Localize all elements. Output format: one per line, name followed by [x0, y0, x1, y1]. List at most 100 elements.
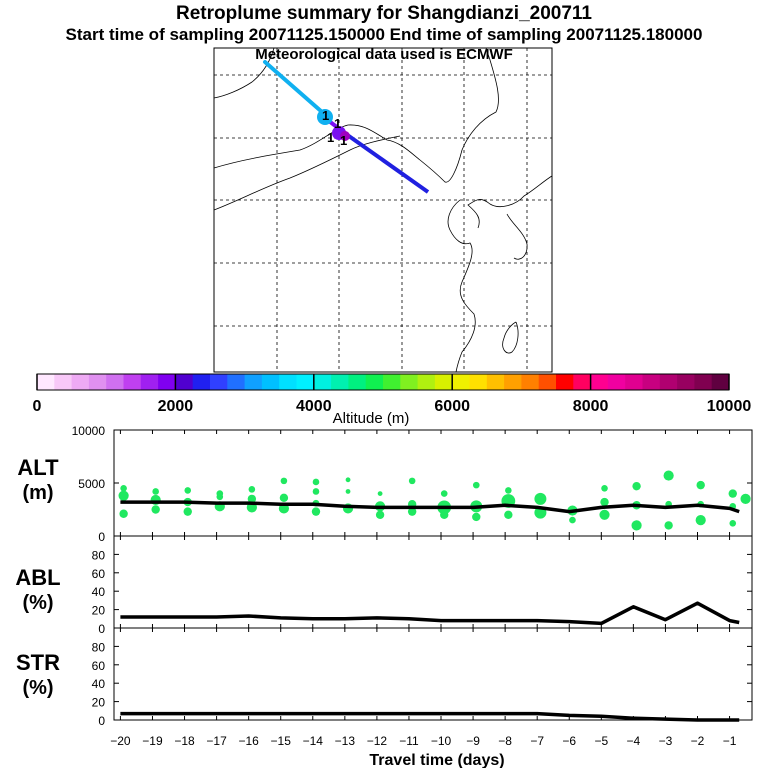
colorbar-swatch [417, 374, 436, 390]
colorbar-swatch [642, 374, 661, 390]
x-tick-label: −9 [466, 734, 480, 748]
altitude-spread-point [728, 489, 737, 498]
map-panel: 1 1 1 1 [213, 47, 553, 373]
panel-label: ABL [15, 565, 60, 590]
x-tick-label: −18 [174, 734, 195, 748]
colorbar-swatch [486, 374, 505, 390]
altitude-spread-point [152, 488, 159, 495]
plume-path [263, 60, 430, 194]
x-tick-label: −10 [431, 734, 452, 748]
y-tick-label: 40 [92, 585, 106, 599]
colorbar-swatch [279, 374, 297, 390]
colorbar-tick-label: 2000 [158, 398, 194, 415]
altitude-spread-point [569, 516, 576, 524]
x-tick-label: −3 [659, 734, 673, 748]
colorbar-swatch [71, 374, 90, 390]
x-tick-label: −5 [594, 734, 608, 748]
x-tick-label: −17 [206, 734, 227, 748]
plume-marker: 1 [340, 133, 347, 148]
altitude-spread-point [696, 480, 705, 490]
altitude-spread-point [408, 477, 416, 485]
altitude-spread-point [151, 505, 160, 514]
colorbar-swatch [607, 374, 626, 390]
colorbar [36, 373, 730, 391]
altitude-spread-point [119, 509, 128, 518]
altitude-spread-point [183, 507, 192, 516]
colorbar-tick-label: 8000 [573, 398, 609, 415]
altitude-spread-point [311, 507, 321, 516]
y-tick-label: 80 [92, 548, 106, 562]
altitude-spread-point [599, 509, 610, 520]
panel-label: ALT [17, 455, 59, 480]
met-data-note: Meteorological data used is ECMWF [255, 46, 513, 63]
colorbar-tick-label: 0 [33, 398, 42, 415]
altitude-spread-point [440, 490, 448, 497]
colorbar-swatch [192, 374, 211, 390]
panel-alt: 0 5000 10000 ALT(m) [17, 424, 753, 544]
colorbar-tick-label: 6000 [434, 398, 470, 415]
altitude-spread-point [312, 478, 320, 486]
colorbar-ticks: 0 2000 4000 6000 8000 10000 [33, 398, 752, 415]
colorbar-swatch [659, 374, 678, 390]
panel-frame [113, 627, 753, 721]
altitude-spread-point [120, 485, 127, 492]
colorbar-swatch [227, 374, 246, 390]
colorbar-swatch [348, 374, 367, 390]
altitude-spread-point [375, 510, 385, 519]
colorbar-swatch [88, 374, 107, 390]
y-tick-label: 60 [92, 659, 106, 673]
colorbar-label: Altitude (m) [333, 410, 410, 427]
panel-unit: (%) [22, 592, 53, 614]
colorbar-swatch [452, 374, 470, 390]
map-graticule [214, 48, 552, 372]
altitude-spread-point [407, 507, 417, 516]
x-tick-label: −7 [530, 734, 544, 748]
panel-label: STR [16, 650, 60, 675]
colorbar-swatch [677, 374, 695, 390]
altitude-spread-point [504, 510, 513, 519]
colorbar-swatch [313, 374, 332, 390]
altitude-spread-point [663, 470, 674, 481]
x-tick-label: −2 [691, 734, 705, 748]
series-line-alt [120, 500, 740, 514]
colorbar-swatch [365, 374, 384, 390]
y-tick-label: 20 [92, 604, 106, 618]
series-line-str [120, 711, 740, 722]
colorbar-swatch [175, 374, 194, 390]
x-axis-label: Travel time (days) [369, 752, 504, 768]
map-frame [213, 47, 553, 373]
y-tick-label: 20 [92, 696, 106, 710]
chart-title: Retroplume summary for Shangdianzi_20071… [175, 3, 593, 24]
x-tick-label: −8 [498, 734, 512, 748]
altitude-spread-point [184, 487, 192, 494]
panel-abl: 0 20 40 60 80 ABL(%) [15, 535, 753, 636]
colorbar-tick-label: 4000 [296, 398, 332, 415]
altitude-spread-point [472, 481, 480, 489]
colorbar-swatch [521, 374, 540, 390]
plume-marker: 1 [322, 108, 329, 123]
x-tick-label: −4 [627, 734, 641, 748]
altitude-spread-point [740, 493, 751, 504]
altitude-spread-point [505, 487, 512, 494]
altitude-spread-point [377, 491, 383, 496]
colorbar-swatch [469, 374, 488, 390]
altitude-spread-point [312, 488, 320, 495]
y-tick-label: 10000 [72, 424, 106, 438]
colorbar-swatch [331, 374, 349, 390]
timeseries-panels: 0500010000ALT(m)020406080ABL(%)020406080… [15, 424, 753, 768]
panel-unit: (m) [22, 482, 53, 504]
y-tick-label: 80 [92, 640, 106, 654]
altitude-spread-point [248, 486, 256, 493]
colorbar-swatch [140, 374, 159, 390]
sampling-times: Start time of sampling 20071125.150000 E… [65, 25, 703, 44]
altitude-spread-point [664, 521, 673, 530]
plume-marker: 1 [327, 130, 334, 145]
colorbar-swatch [590, 374, 609, 390]
x-tick-label: −16 [238, 734, 259, 748]
x-tick-label: −20 [110, 734, 131, 748]
plume-cluster-cyan [317, 109, 333, 125]
plume-segment-blue [344, 132, 430, 194]
y-tick-label: 5000 [78, 477, 105, 491]
